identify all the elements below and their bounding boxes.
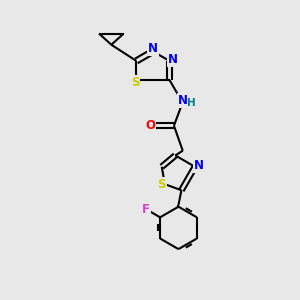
Text: N: N [194, 159, 204, 172]
Text: O: O [146, 119, 155, 132]
Text: N: N [148, 42, 158, 55]
Text: N: N [168, 53, 178, 66]
Text: N: N [178, 94, 188, 107]
Text: H: H [187, 98, 196, 108]
Text: S: S [130, 76, 139, 88]
Text: S: S [158, 178, 166, 191]
Text: F: F [142, 203, 150, 216]
